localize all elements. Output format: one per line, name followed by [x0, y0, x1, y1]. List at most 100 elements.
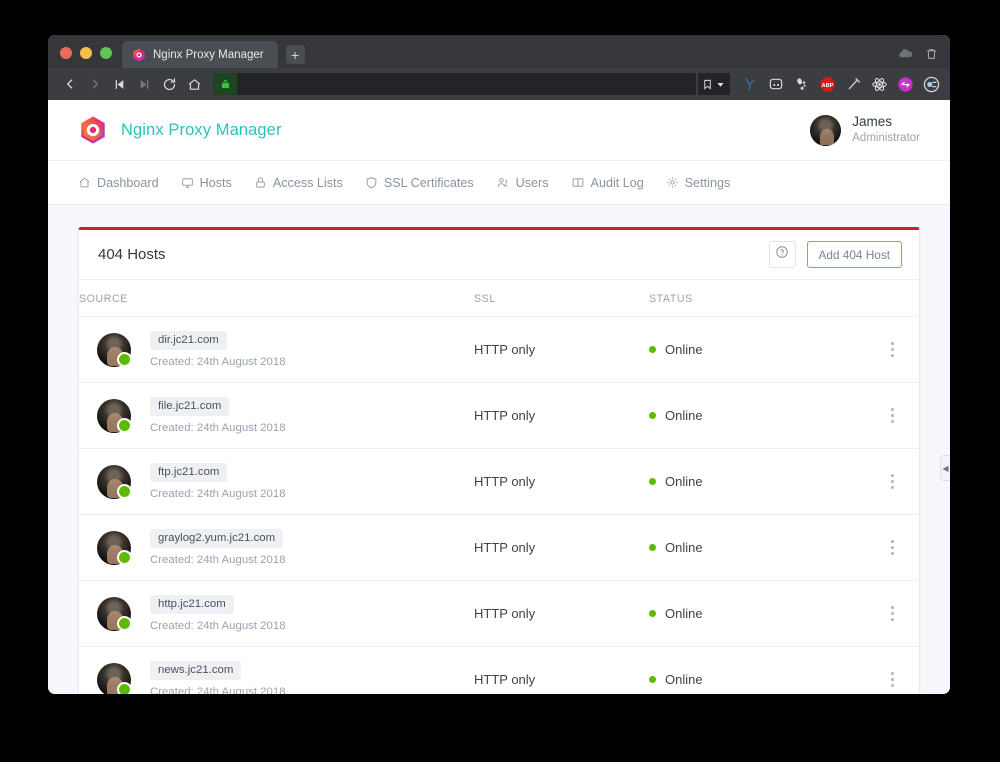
domain-chip[interactable]: news.jc21.com — [150, 660, 242, 681]
kebab-menu-icon[interactable] — [879, 606, 919, 621]
cell-ssl: HTTP only — [474, 646, 649, 694]
online-indicator-dot — [117, 681, 132, 694]
cell-status: Online — [649, 382, 879, 449]
hosts-table: SOURCE SSL STATUS dir.jc21.com Created: 2… — [79, 280, 919, 694]
users-icon — [496, 176, 510, 189]
cell-menu — [879, 580, 919, 647]
hosts-card: 404 Hosts Add 404 Host — [78, 227, 920, 694]
gnome-shell-icon[interactable] — [793, 76, 810, 93]
cell-menu — [879, 316, 919, 383]
nav-item-hosts[interactable]: Hosts — [181, 176, 232, 190]
avatar — [810, 114, 842, 146]
status-dot — [649, 544, 656, 551]
violentmonkey-icon[interactable] — [897, 76, 914, 93]
domain-chip[interactable]: file.jc21.com — [150, 396, 230, 417]
nav-label: Hosts — [199, 175, 232, 190]
address-bar[interactable] — [213, 73, 696, 95]
column-header-ssl[interactable]: SSL — [474, 280, 649, 317]
table-row[interactable]: ftp.jc21.com Created: 24th August 2018 HTT… — [79, 448, 919, 515]
tampermonkey-icon[interactable] — [741, 76, 758, 93]
privacy-badger-icon[interactable] — [767, 76, 784, 93]
status-dot — [649, 610, 656, 617]
npm-hexagon-icon — [132, 47, 146, 62]
user-menu[interactable]: James Administrator — [810, 114, 920, 146]
user-agent-switcher-icon[interactable] — [923, 76, 940, 93]
adblock-plus-icon[interactable]: ABP — [819, 76, 836, 93]
online-indicator-dot — [117, 351, 132, 367]
kebab-menu-icon[interactable] — [879, 474, 919, 489]
new-tab-button[interactable]: + — [285, 45, 305, 64]
minimize-window-button[interactable] — [80, 47, 92, 59]
react-devtools-icon[interactable] — [871, 76, 888, 93]
cell-source: dir.jc21.com Created: 24th August 2018 — [79, 316, 474, 383]
column-header-status[interactable]: STATUS — [649, 280, 879, 317]
status-dot — [649, 478, 656, 485]
column-header-source[interactable]: SOURCE — [79, 280, 474, 317]
cell-ssl: HTTP only — [474, 448, 649, 515]
status-badge: Online — [665, 342, 703, 357]
main-nav: Dashboard Hosts Access Lists SSL Certifi… — [48, 160, 950, 205]
cell-source: file.jc21.com Created: 24th August 2018 — [79, 382, 474, 449]
brand[interactable]: Nginx Proxy Manager — [78, 115, 282, 145]
back-icon[interactable] — [57, 72, 82, 97]
domain-chip[interactable]: graylog2.yum.jc21.com — [150, 528, 284, 549]
created-date: Created: 24th August 2018 — [150, 488, 286, 501]
nav-item-dashboard[interactable]: Dashboard — [78, 176, 159, 190]
kebab-menu-icon[interactable] — [879, 672, 919, 687]
help-button[interactable] — [768, 241, 796, 268]
chevron-down-icon[interactable] — [715, 80, 726, 89]
kebab-menu-icon[interactable] — [879, 342, 919, 357]
table-body: dir.jc21.com Created: 24th August 2018 HTT… — [79, 316, 919, 694]
domain-chip[interactable]: ftp.jc21.com — [150, 462, 228, 483]
table-row[interactable]: dir.jc21.com Created: 24th August 2018 HTT… — [79, 316, 919, 383]
content-area: 404 Hosts Add 404 Host — [48, 205, 950, 694]
status-badge: Online — [665, 474, 703, 489]
nav-item-settings[interactable]: Settings — [666, 176, 730, 190]
home-icon[interactable] — [182, 72, 207, 97]
kebab-menu-icon[interactable] — [879, 408, 919, 423]
nav-item-access-lists[interactable]: Access Lists — [254, 176, 343, 190]
add-404-host-button[interactable]: Add 404 Host — [806, 241, 902, 268]
sidebar-collapse-handle[interactable]: ◀ — [940, 455, 950, 481]
created-date: Created: 24th August 2018 — [150, 356, 286, 369]
avatar — [97, 464, 132, 499]
extension-icons: ABP — [730, 76, 940, 93]
trash-icon[interactable] — [925, 47, 938, 61]
nav-item-users[interactable]: Users — [496, 176, 549, 190]
padlock-secure-icon[interactable] — [213, 73, 237, 95]
maximize-window-button[interactable] — [100, 47, 112, 59]
avatar — [97, 596, 132, 631]
status-badge: Online — [665, 540, 703, 555]
avatar — [97, 662, 132, 694]
nav-label: SSL Certificates — [383, 175, 474, 190]
table-row[interactable]: graylog2.yum.jc21.com Created: 24th Augus… — [79, 514, 919, 581]
cell-menu — [879, 448, 919, 515]
close-window-button[interactable] — [60, 47, 72, 59]
status-badge: Online — [665, 672, 703, 687]
nav-item-ssl-certificates[interactable]: SSL Certificates — [365, 176, 474, 190]
table-row[interactable]: file.jc21.com Created: 24th August 2018 HT… — [79, 382, 919, 449]
forward-icon[interactable] — [82, 72, 107, 97]
ssl-value: HTTP only — [474, 407, 536, 423]
cell-source: news.jc21.com Created: 24th August 2018 — [79, 646, 474, 694]
bookmark-icon[interactable] — [702, 78, 713, 91]
table-row[interactable]: http.jc21.com Created: 24th August 2018 HT… — [79, 580, 919, 647]
table-row[interactable]: news.jc21.com Created: 24th August 2018 HT… — [79, 646, 919, 694]
reload-icon[interactable] — [157, 72, 182, 97]
page-title: 404 Hosts — [98, 246, 166, 263]
first-page-icon[interactable] — [107, 72, 132, 97]
cell-status: Online — [649, 448, 879, 515]
cell-ssl: HTTP only — [474, 316, 649, 383]
ssl-value: HTTP only — [474, 671, 536, 687]
kebab-menu-icon[interactable] — [879, 540, 919, 555]
cloud-icon[interactable] — [898, 46, 913, 61]
nav-item-audit-log[interactable]: Audit Log — [571, 176, 644, 190]
color-picker-icon[interactable] — [845, 76, 862, 93]
domain-chip[interactable]: http.jc21.com — [150, 594, 234, 615]
ssl-value: HTTP only — [474, 341, 536, 357]
domain-chip[interactable]: dir.jc21.com — [150, 330, 227, 351]
browser-tab[interactable]: Nginx Proxy Manager — [122, 41, 278, 68]
last-page-icon[interactable] — [132, 72, 157, 97]
browser-window: Nginx Proxy Manager + — [48, 35, 950, 694]
nav-label: Dashboard — [97, 175, 159, 190]
